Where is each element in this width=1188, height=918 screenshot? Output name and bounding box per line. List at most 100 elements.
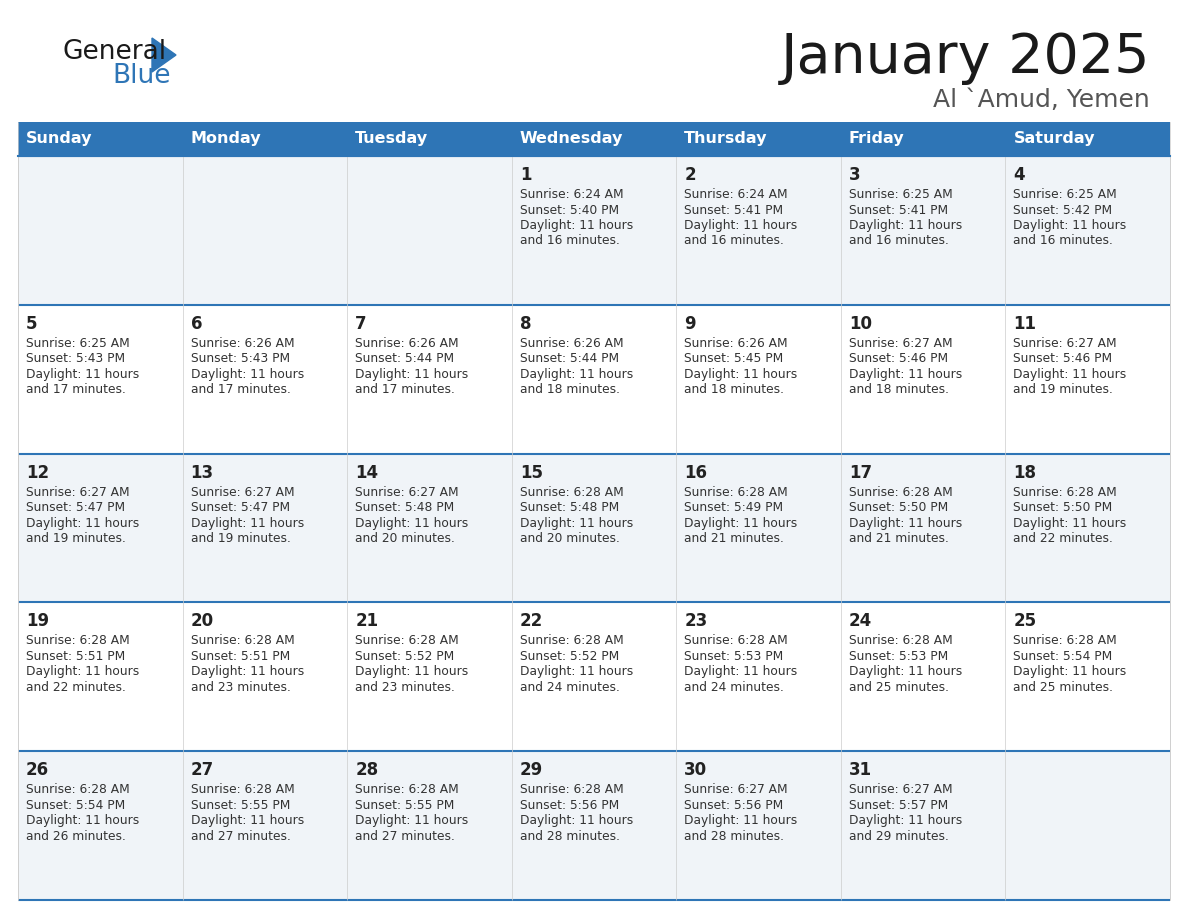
Text: Sunrise: 6:27 AM: Sunrise: 6:27 AM [190,486,295,498]
Text: Sunrise: 6:27 AM: Sunrise: 6:27 AM [355,486,459,498]
Text: and 26 minutes.: and 26 minutes. [26,830,126,843]
Text: and 27 minutes.: and 27 minutes. [190,830,290,843]
Text: Saturday: Saturday [1013,131,1095,147]
Text: Daylight: 11 hours: Daylight: 11 hours [190,666,304,678]
Text: and 16 minutes.: and 16 minutes. [519,234,620,248]
Text: 30: 30 [684,761,707,779]
Text: and 27 minutes.: and 27 minutes. [355,830,455,843]
Text: 17: 17 [849,464,872,482]
Text: 19: 19 [26,612,49,631]
Text: Daylight: 11 hours: Daylight: 11 hours [519,666,633,678]
Text: and 22 minutes.: and 22 minutes. [26,681,126,694]
Text: and 16 minutes.: and 16 minutes. [684,234,784,248]
Text: and 18 minutes.: and 18 minutes. [519,384,620,397]
Text: 25: 25 [1013,612,1037,631]
Text: Al `Amud, Yemen: Al `Amud, Yemen [934,88,1150,112]
Text: Sunrise: 6:28 AM: Sunrise: 6:28 AM [190,783,295,796]
Text: Sunrise: 6:28 AM: Sunrise: 6:28 AM [26,634,129,647]
Text: and 28 minutes.: and 28 minutes. [684,830,784,843]
Text: Sunrise: 6:28 AM: Sunrise: 6:28 AM [1013,486,1117,498]
Text: Daylight: 11 hours: Daylight: 11 hours [684,666,797,678]
Text: Daylight: 11 hours: Daylight: 11 hours [355,814,468,827]
Text: and 28 minutes.: and 28 minutes. [519,830,620,843]
Text: 12: 12 [26,464,49,482]
Text: Sunset: 5:41 PM: Sunset: 5:41 PM [849,204,948,217]
Text: Sunset: 5:44 PM: Sunset: 5:44 PM [519,353,619,365]
Text: Daylight: 11 hours: Daylight: 11 hours [1013,219,1126,232]
Text: and 24 minutes.: and 24 minutes. [684,681,784,694]
Text: Sunrise: 6:27 AM: Sunrise: 6:27 AM [684,783,788,796]
Text: Daylight: 11 hours: Daylight: 11 hours [26,666,139,678]
Text: and 16 minutes.: and 16 minutes. [1013,234,1113,248]
Text: Sunset: 5:40 PM: Sunset: 5:40 PM [519,204,619,217]
Text: Blue: Blue [112,63,171,89]
Text: Sunset: 5:42 PM: Sunset: 5:42 PM [1013,204,1112,217]
Text: Wednesday: Wednesday [519,131,623,147]
Text: Sunrise: 6:26 AM: Sunrise: 6:26 AM [684,337,788,350]
Text: Sunset: 5:45 PM: Sunset: 5:45 PM [684,353,784,365]
Text: Sunset: 5:47 PM: Sunset: 5:47 PM [26,501,125,514]
Text: Daylight: 11 hours: Daylight: 11 hours [26,368,139,381]
Text: Sunrise: 6:27 AM: Sunrise: 6:27 AM [849,783,953,796]
Text: January 2025: January 2025 [781,31,1150,85]
Text: Daylight: 11 hours: Daylight: 11 hours [190,814,304,827]
Text: Sunrise: 6:26 AM: Sunrise: 6:26 AM [519,337,624,350]
Text: Sunset: 5:43 PM: Sunset: 5:43 PM [26,353,125,365]
Text: 5: 5 [26,315,38,333]
Text: Sunrise: 6:28 AM: Sunrise: 6:28 AM [519,486,624,498]
Text: Daylight: 11 hours: Daylight: 11 hours [355,368,468,381]
Text: 20: 20 [190,612,214,631]
Text: Sunrise: 6:27 AM: Sunrise: 6:27 AM [849,337,953,350]
Text: Daylight: 11 hours: Daylight: 11 hours [684,219,797,232]
Text: 31: 31 [849,761,872,779]
Text: Sunrise: 6:28 AM: Sunrise: 6:28 AM [849,486,953,498]
Text: Daylight: 11 hours: Daylight: 11 hours [519,517,633,530]
Text: and 21 minutes.: and 21 minutes. [849,532,949,545]
Text: Sunset: 5:57 PM: Sunset: 5:57 PM [849,799,948,812]
Text: 29: 29 [519,761,543,779]
Bar [18,156,1170,305]
Text: and 23 minutes.: and 23 minutes. [190,681,290,694]
Text: 22: 22 [519,612,543,631]
Text: 27: 27 [190,761,214,779]
Text: 14: 14 [355,464,378,482]
Text: Sunset: 5:46 PM: Sunset: 5:46 PM [849,353,948,365]
Text: 15: 15 [519,464,543,482]
Text: and 24 minutes.: and 24 minutes. [519,681,620,694]
Text: Sunrise: 6:25 AM: Sunrise: 6:25 AM [26,337,129,350]
Text: and 22 minutes.: and 22 minutes. [1013,532,1113,545]
Text: 28: 28 [355,761,378,779]
Text: and 17 minutes.: and 17 minutes. [26,384,126,397]
Text: Sunset: 5:53 PM: Sunset: 5:53 PM [684,650,784,663]
Bar [18,751,1170,900]
Text: and 17 minutes.: and 17 minutes. [355,384,455,397]
Text: Thursday: Thursday [684,131,767,147]
Text: 21: 21 [355,612,378,631]
Text: Daylight: 11 hours: Daylight: 11 hours [26,814,139,827]
Text: Sunset: 5:56 PM: Sunset: 5:56 PM [684,799,784,812]
Text: Daylight: 11 hours: Daylight: 11 hours [519,814,633,827]
Text: Sunrise: 6:28 AM: Sunrise: 6:28 AM [684,486,788,498]
Text: Sunrise: 6:28 AM: Sunrise: 6:28 AM [355,783,459,796]
Text: Daylight: 11 hours: Daylight: 11 hours [190,368,304,381]
Text: and 18 minutes.: and 18 minutes. [849,384,949,397]
Text: Sunset: 5:52 PM: Sunset: 5:52 PM [355,650,454,663]
Text: 3: 3 [849,166,860,184]
Text: Daylight: 11 hours: Daylight: 11 hours [849,814,962,827]
Text: and 19 minutes.: and 19 minutes. [1013,384,1113,397]
Text: Daylight: 11 hours: Daylight: 11 hours [849,517,962,530]
Text: 8: 8 [519,315,531,333]
Text: Sunset: 5:54 PM: Sunset: 5:54 PM [26,799,125,812]
Text: Sunrise: 6:28 AM: Sunrise: 6:28 AM [26,783,129,796]
Text: Sunset: 5:46 PM: Sunset: 5:46 PM [1013,353,1112,365]
Text: 23: 23 [684,612,708,631]
Polygon shape [152,38,176,72]
Text: Sunrise: 6:25 AM: Sunrise: 6:25 AM [1013,188,1117,201]
Text: Sunset: 5:43 PM: Sunset: 5:43 PM [190,353,290,365]
Text: 10: 10 [849,315,872,333]
Text: 9: 9 [684,315,696,333]
Text: Sunrise: 6:28 AM: Sunrise: 6:28 AM [355,634,459,647]
Text: and 19 minutes.: and 19 minutes. [26,532,126,545]
Text: General: General [62,39,166,65]
Bar [18,122,1170,156]
